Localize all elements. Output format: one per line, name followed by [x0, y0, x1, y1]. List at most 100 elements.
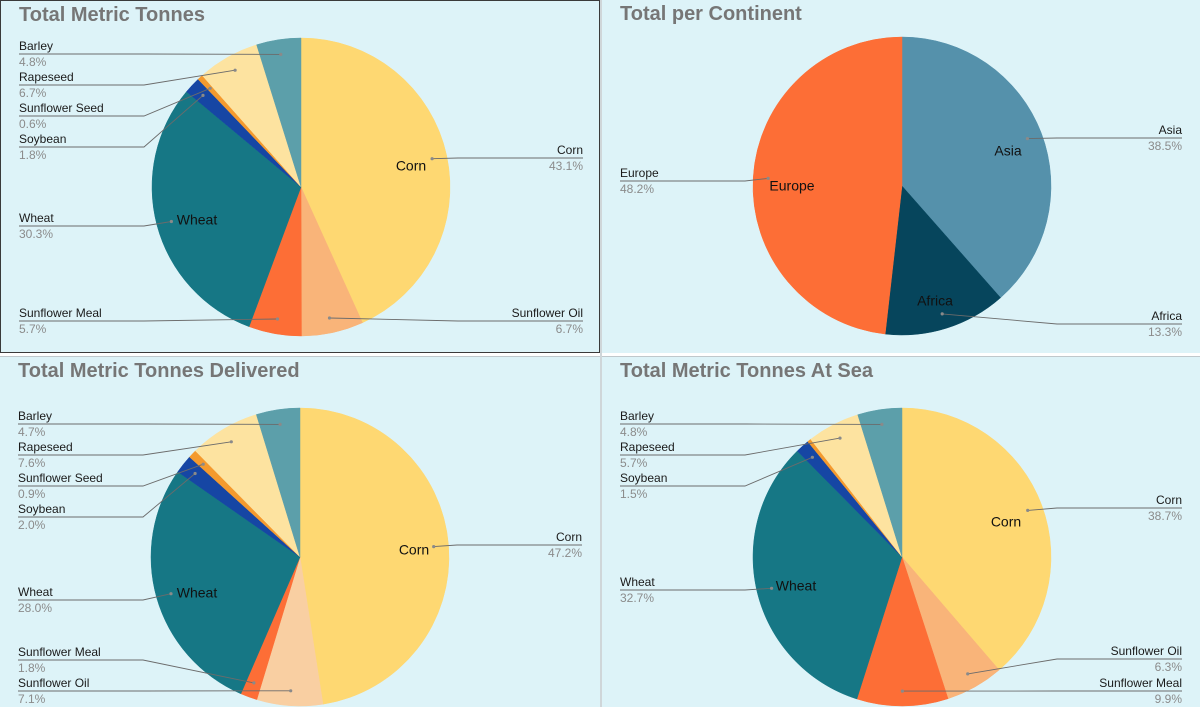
leader-line-sunflower-seed	[19, 87, 211, 117]
callout-value-barley: 4.7%	[18, 425, 46, 439]
slice-label-asia: Asia	[994, 143, 1021, 159]
chart-title: Total Metric Tonnes At Sea	[620, 360, 873, 382]
callout-value-rapeseed: 5.7%	[620, 456, 648, 470]
leader-line-sunflower-meal	[19, 318, 278, 322]
slice-label-europe: Europe	[769, 178, 814, 194]
leader-line-corn	[433, 544, 582, 548]
pie-slice-asia[interactable]	[901, 36, 1052, 299]
leader-line-sunflower-oil	[329, 317, 583, 322]
callout-label-corn: Corn	[556, 530, 582, 544]
chart-title: Total Metric Tonnes	[19, 4, 205, 26]
panel-divider	[600, 0, 602, 707]
leader-lines	[620, 137, 1182, 325]
slice-label-wheat: Wheat	[177, 585, 218, 601]
leader-line-sunflower-seed	[18, 463, 204, 487]
callout-label-rapeseed: Rapeseed	[19, 70, 74, 84]
callout-label-soybean: Soybean	[18, 502, 65, 516]
leader-dot-sunflower-seed	[208, 86, 212, 90]
pie-chart-total-per-continent: Asia Asia 38.5% Africa Africa 13.3% Europe Euro…	[620, 36, 1183, 339]
pie-slice-corn[interactable]	[901, 407, 1052, 671]
callout-label-wheat: Wheat	[19, 211, 54, 225]
panel-total-metric-tonnes: Total Metric Tonnes Corn Corn 43.1% Sunflow…	[0, 0, 600, 353]
callout-label-asia: Asia	[1159, 123, 1183, 137]
callout-value-asia: 38.5%	[1148, 139, 1182, 153]
pie-slices	[151, 37, 451, 337]
callout-value-sunflower-meal: 5.7%	[19, 322, 47, 336]
callout-value-sunflower-oil: 7.1%	[18, 692, 46, 706]
callout-label-corn: Corn	[557, 143, 583, 157]
leader-line-soybean	[19, 95, 204, 148]
leader-lines	[620, 422, 1182, 693]
pie-slice-wheat[interactable]	[151, 91, 302, 327]
pie-slices	[752, 407, 1052, 707]
leader-line-corn	[1027, 507, 1182, 511]
callout-value-corn: 38.7%	[1148, 509, 1182, 523]
callout-value-soybean: 1.5%	[620, 487, 648, 501]
leader-dot-corn	[430, 157, 434, 161]
pie-slice-barley[interactable]	[256, 407, 301, 558]
leader-dot-rapeseed	[229, 440, 233, 444]
callout-label-sunflower-meal: Sunflower Meal	[1099, 676, 1182, 690]
callout-value-corn: 43.1%	[549, 159, 583, 173]
callout-label-sunflower-oil: Sunflower Oil	[18, 676, 89, 690]
pie-slice-sunflower-meal[interactable]	[856, 556, 949, 707]
callout-label-barley: Barley	[19, 39, 53, 53]
pie-slice-europe[interactable]	[752, 36, 903, 335]
leader-line-europe	[620, 177, 769, 182]
leader-line-rapeseed	[18, 441, 232, 456]
callout-value-sunflower-meal: 9.9%	[1155, 692, 1183, 706]
leader-line-sunflower-meal	[18, 659, 254, 684]
pie-slice-africa[interactable]	[884, 185, 1001, 336]
callout-label-rapeseed: Rapeseed	[620, 440, 675, 454]
leader-line-wheat	[620, 587, 772, 591]
panel-total-metric-tonnes-delivered: Total Metric Tonnes Delivered Corn Corn 47…	[0, 356, 600, 707]
callout-label-sunflower-meal: Sunflower Meal	[19, 306, 102, 320]
callout-label-barley: Barley	[18, 409, 52, 423]
leader-line-rapeseed	[19, 69, 236, 86]
leader-dot-asia	[1025, 137, 1029, 141]
callout-label-sunflower-oil: Sunflower Oil	[1111, 644, 1182, 658]
callout-value-sunflower-oil: 6.7%	[556, 322, 584, 336]
leader-dot-soybean	[810, 455, 814, 459]
leader-dot-barley	[880, 422, 884, 426]
callout-value-corn: 47.2%	[548, 546, 582, 560]
callout-value-europe: 48.2%	[620, 182, 654, 196]
callout-label-africa: Africa	[1151, 309, 1182, 323]
pie-slice-wheat[interactable]	[752, 450, 903, 700]
leader-line-asia	[1027, 137, 1182, 140]
callout-value-wheat: 28.0%	[18, 601, 52, 615]
pie-slice-barley[interactable]	[256, 37, 302, 188]
labels: Corn Corn 47.2% Sunflower Oil 7.1% Sunflower …	[18, 409, 582, 706]
callout-label-wheat: Wheat	[620, 575, 655, 589]
leader-dot-wheat	[169, 592, 173, 596]
pie-slices	[150, 407, 450, 707]
leader-dot-rapeseed	[838, 436, 842, 440]
pie-slice-barley[interactable]	[857, 407, 903, 558]
pie-slice-wheat[interactable]	[150, 471, 301, 695]
leader-line-sunflower-oil	[967, 658, 1182, 675]
callout-value-wheat: 30.3%	[19, 227, 53, 241]
pie-slice-corn[interactable]	[300, 37, 451, 324]
leader-dot-europe	[766, 176, 770, 180]
callout-label-sunflower-seed: Sunflower Seed	[19, 101, 104, 115]
callout-label-soybean: Soybean	[19, 132, 66, 146]
callout-value-soybean: 2.0%	[18, 518, 46, 532]
leader-dot-barley	[278, 422, 282, 426]
slice-label-corn: Corn	[396, 158, 426, 174]
leader-line-wheat	[18, 593, 172, 601]
leader-line-africa	[942, 313, 1182, 325]
callout-label-wheat: Wheat	[18, 585, 53, 599]
callout-value-barley: 4.8%	[19, 55, 47, 69]
leader-dot-sunflower-meal	[900, 689, 904, 693]
pie-slices	[752, 36, 1052, 336]
leader-dot-sunflower-seed	[201, 462, 205, 466]
leader-dot-soybean	[193, 471, 197, 476]
leader-dot-wheat	[770, 586, 774, 590]
panel-total-metric-tonnes-at-sea: Total Metric Tonnes At Sea Corn Corn 38.7%…	[602, 356, 1200, 707]
leader-dot-sunflower-meal	[252, 681, 256, 685]
leader-line-soybean	[18, 473, 196, 518]
callout-value-barley: 4.8%	[620, 425, 648, 439]
callout-label-rapeseed: Rapeseed	[18, 440, 73, 454]
